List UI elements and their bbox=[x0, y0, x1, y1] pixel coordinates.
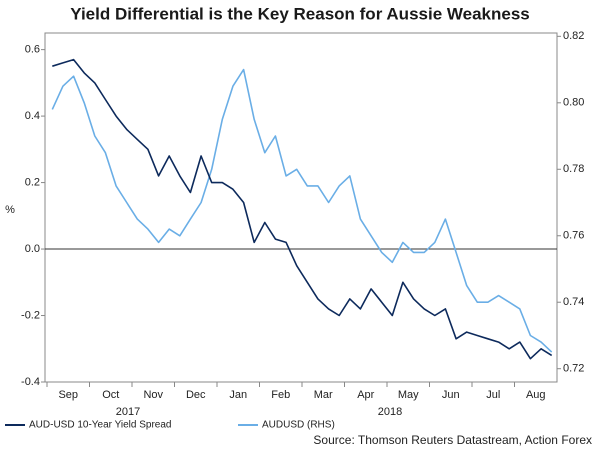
year-label: 2018 bbox=[378, 406, 402, 418]
series-line bbox=[52, 58, 553, 360]
year-label: 2017 bbox=[116, 406, 140, 418]
y-tick-label: 0.4 bbox=[25, 110, 40, 122]
x-tick-label: Jun bbox=[442, 389, 460, 401]
y2-tick-label: 0.72 bbox=[563, 363, 584, 375]
series-line bbox=[51, 68, 553, 353]
x-tick-label: Oct bbox=[102, 389, 119, 401]
y2-tick-label: 0.80 bbox=[563, 97, 584, 109]
y-tick-label: -0.2 bbox=[21, 309, 40, 321]
y2-tick-label: 0.76 bbox=[563, 230, 584, 242]
y-axis-label: % bbox=[5, 204, 15, 216]
x-tick-label: Jan bbox=[229, 389, 247, 401]
y-tick-label: 0.6 bbox=[25, 44, 40, 56]
y-tick-label: 0.2 bbox=[25, 176, 40, 188]
plot-frame bbox=[44, 32, 558, 383]
y2-tick-label: 0.74 bbox=[563, 296, 584, 308]
legend-label: AUD-USD 10-Year Yield Spread bbox=[29, 420, 171, 431]
x-tick-label: Aug bbox=[526, 389, 546, 401]
x-tick-label: Sep bbox=[58, 389, 78, 401]
x-tick-label: Jul bbox=[486, 389, 500, 401]
chart-title: Yield Differential is the Key Reason for… bbox=[70, 4, 529, 23]
x-tick-label: Nov bbox=[143, 389, 163, 401]
x-tick-label: Mar bbox=[314, 389, 333, 401]
y2-tick-label: 0.78 bbox=[563, 163, 584, 175]
source: Source: Thomson Reuters Datastream, Acti… bbox=[313, 433, 592, 447]
x-tick-label: Dec bbox=[186, 389, 206, 401]
y2-tick-label: 0.82 bbox=[563, 30, 584, 42]
x-tick-label: Apr bbox=[357, 389, 374, 401]
y-tick-label: 0.0 bbox=[25, 243, 40, 255]
x-tick-label: May bbox=[398, 389, 419, 401]
legend-label: AUDUSD (RHS) bbox=[262, 420, 335, 431]
x-tick-label: Feb bbox=[271, 389, 290, 401]
y-tick-label: -0.4 bbox=[21, 376, 40, 388]
